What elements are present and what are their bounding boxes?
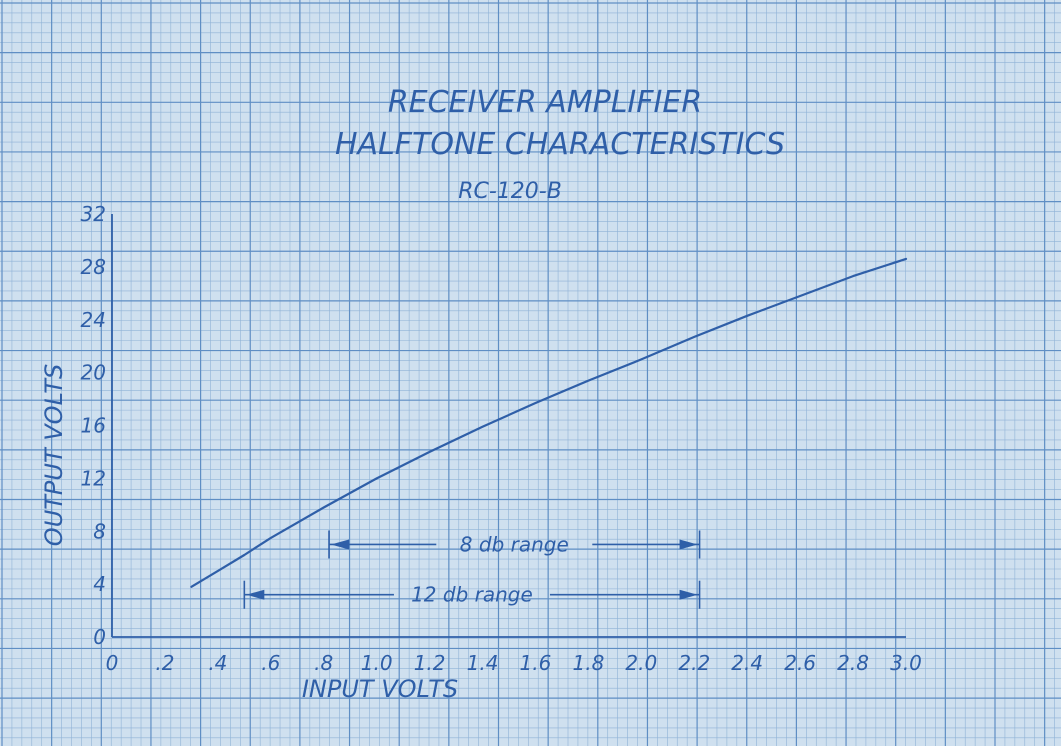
range-arrow-right	[679, 589, 698, 600]
y-tick-label: 24	[81, 308, 106, 332]
x-tick-label: 1.6	[520, 651, 552, 675]
x-tick-label: .6	[261, 651, 280, 675]
chart-title: RECEIVER AMPLIFIER	[388, 85, 702, 120]
x-tick-label: 3.0	[890, 651, 922, 675]
y-tick-label: 4	[93, 572, 106, 596]
x-tick-label: 0	[106, 651, 119, 675]
chart-model-label: RC-120-B	[458, 179, 562, 204]
chart-subtitle: HALFTONE CHARACTERISTICS	[335, 127, 785, 162]
x-tick-label: .8	[314, 651, 333, 675]
x-tick-label: 2.6	[784, 651, 816, 675]
x-tick-label: 2.0	[625, 651, 657, 675]
range-arrow-right	[679, 539, 698, 550]
x-axis-label: INPUT VOLTS	[302, 675, 458, 703]
range-label: 8 db range	[460, 532, 569, 556]
y-axis-label: OUTPUT VOLTS	[40, 364, 68, 546]
y-tick-label: 12	[81, 466, 106, 490]
y-tick-label: 28	[81, 255, 106, 279]
y-tick-label: 20	[81, 361, 106, 385]
axes	[111, 214, 906, 638]
x-tick-label: 2.8	[837, 651, 869, 675]
range-label: 12 db range	[411, 583, 533, 607]
series-line	[190, 257, 908, 588]
y-tick-label: 0	[93, 625, 106, 649]
x-tick-labels: 0 .2 .4 .6 .8 1.0 1.2 1.4 1.6 1.8 2.0 2.2 2.4 2.6 2.8 3…	[106, 651, 922, 675]
range-annotation: 8 db range	[328, 530, 701, 559]
x-tick-label: 1.2	[414, 651, 446, 675]
x-tick-label: .4	[208, 651, 227, 675]
x-tick-label: 2.4	[731, 651, 763, 675]
x-tick-label: 1.0	[361, 651, 393, 675]
x-tick-label: 1.8	[572, 651, 604, 675]
annotation-layer: 8 db range 12 db range	[243, 530, 701, 609]
range-arrow-left	[246, 589, 265, 600]
range-arrow-left	[331, 539, 350, 550]
x-tick-label: .2	[155, 651, 174, 675]
range-annotation: 12 db range	[243, 580, 701, 609]
y-tick-label: 32	[81, 202, 106, 226]
x-tick-label: 1.4	[467, 651, 499, 675]
y-tick-labels: 0 4 8 12 16 20 24 28 32	[81, 202, 106, 649]
x-tick-label: 2.2	[678, 651, 710, 675]
y-tick-label: 16	[81, 414, 106, 438]
y-tick-label: 8	[93, 519, 106, 543]
series-layer	[190, 257, 908, 588]
